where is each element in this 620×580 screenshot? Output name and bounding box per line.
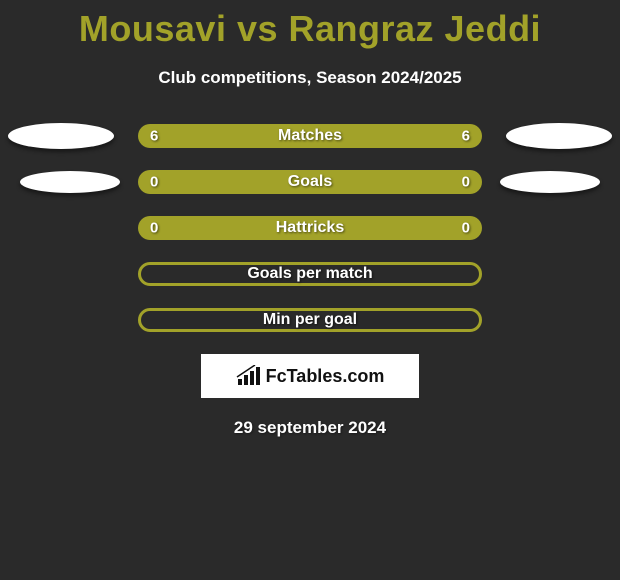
stat-rows: 6 Matches 6 0 Goals 0 0 Hattricks 0 Goal…	[0, 124, 620, 332]
stat-bar: Min per goal	[138, 308, 482, 332]
stat-value-right: 0	[462, 174, 470, 191]
stat-bar: 0 Hattricks 0	[138, 216, 482, 240]
stat-label: Hattricks	[276, 219, 344, 237]
stat-label: Matches	[278, 127, 342, 145]
stat-label: Goals	[288, 173, 332, 191]
stat-bar: 0 Goals 0	[138, 170, 482, 194]
stat-row-goals-per-match: Goals per match	[0, 262, 620, 286]
stat-row-matches: 6 Matches 6	[0, 124, 620, 148]
stat-bar: 6 Matches 6	[138, 124, 482, 148]
stat-value-right: 6	[462, 128, 470, 145]
left-marker-ellipse	[20, 171, 120, 193]
stat-value-left: 6	[150, 128, 158, 145]
stat-label: Goals per match	[247, 265, 372, 283]
bar-chart-icon	[236, 365, 262, 387]
right-marker-ellipse	[500, 171, 600, 193]
stat-bar: Goals per match	[138, 262, 482, 286]
brand-text: FcTables.com	[266, 366, 385, 387]
left-marker-ellipse	[8, 123, 114, 149]
stat-row-hattricks: 0 Hattricks 0	[0, 216, 620, 240]
stat-row-goals: 0 Goals 0	[0, 170, 620, 194]
stat-label: Min per goal	[263, 311, 357, 329]
page-subtitle: Club competitions, Season 2024/2025	[0, 68, 620, 88]
stat-row-min-per-goal: Min per goal	[0, 308, 620, 332]
stat-value-left: 0	[150, 220, 158, 237]
stat-value-left: 0	[150, 174, 158, 191]
page-title: Mousavi vs Rangraz Jeddi	[0, 0, 620, 50]
right-marker-ellipse	[506, 123, 612, 149]
stat-value-right: 0	[462, 220, 470, 237]
brand-badge: FcTables.com	[201, 354, 419, 398]
date-line: 29 september 2024	[0, 418, 620, 438]
